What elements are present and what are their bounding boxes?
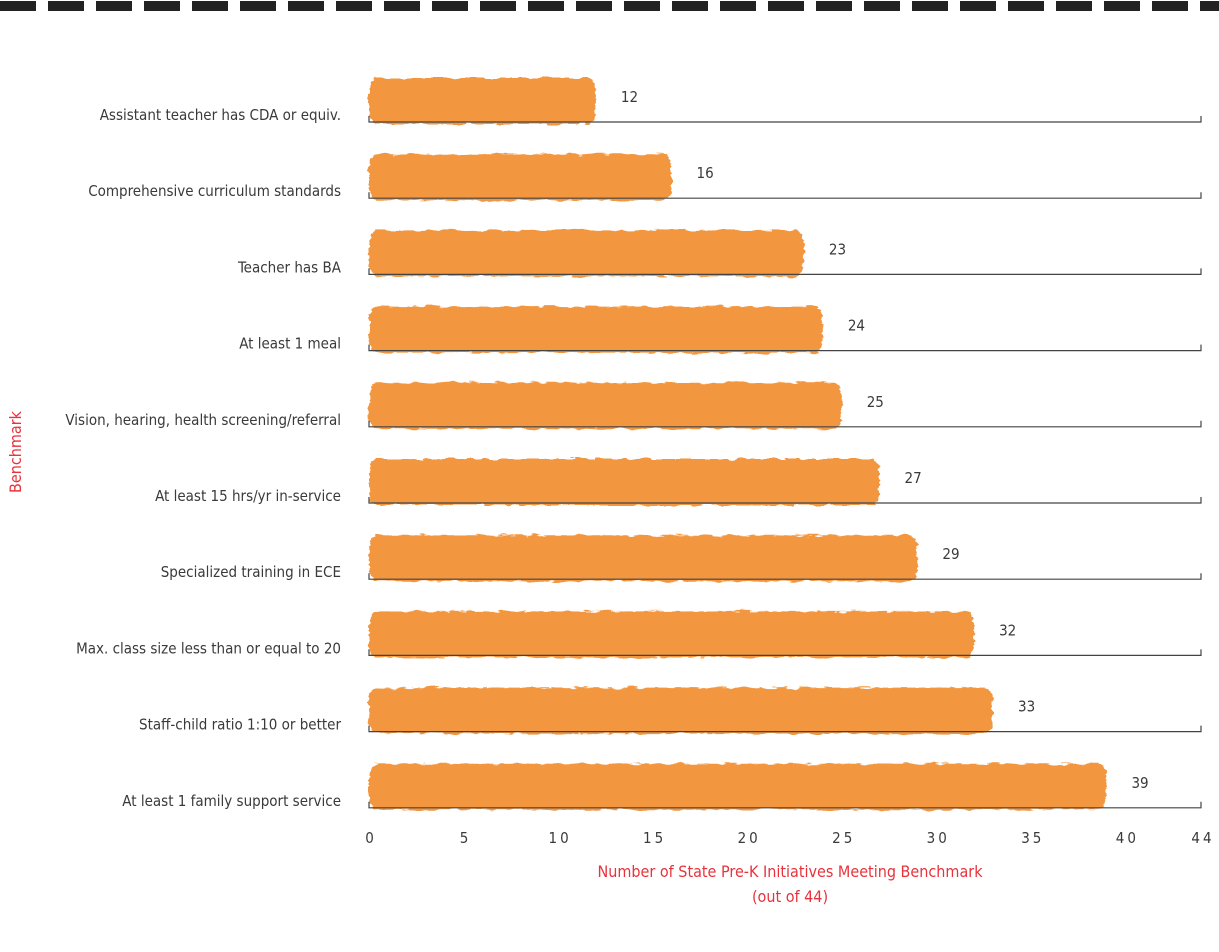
x-tick-label-1: 5 xyxy=(460,829,472,847)
bar-2 xyxy=(369,230,804,277)
value-label-7: 32 xyxy=(999,621,1016,639)
row-baseline-7 xyxy=(368,649,1202,656)
value-label-3: 24 xyxy=(848,317,865,335)
x-tick-label-3: 15 xyxy=(643,829,666,847)
bar-5 xyxy=(369,459,880,505)
x-axis-ticks: 0 5 10 15 20 25 30 35 40 44 xyxy=(365,829,1214,847)
bar-0 xyxy=(369,78,596,124)
bar-7 xyxy=(369,611,975,658)
x-tick-label-9: 44 xyxy=(1191,829,1214,847)
value-label-4: 25 xyxy=(867,393,884,411)
bar-8 xyxy=(369,687,993,734)
value-label-1: 16 xyxy=(697,164,714,182)
baselines-layer xyxy=(368,116,1202,809)
value-labels: 12 16 23 24 25 27 29 32 33 39 xyxy=(621,88,1149,792)
row-baseline-4 xyxy=(368,420,1202,428)
bars-layer xyxy=(369,78,1107,810)
x-tick-label-8: 40 xyxy=(1116,829,1139,847)
category-label-4: Vision, hearing, health screening/referr… xyxy=(65,411,341,429)
y-axis-title: Benchmark xyxy=(6,410,25,493)
x-tick-label-4: 20 xyxy=(738,829,761,847)
category-label-5: At least 15 hrs/yr in-service xyxy=(155,487,341,505)
row-baseline-5 xyxy=(368,497,1202,504)
x-tick-label-6: 30 xyxy=(927,829,950,847)
row-baseline-9 xyxy=(368,801,1202,809)
row-baseline-6 xyxy=(368,573,1202,580)
bar-3 xyxy=(369,306,823,353)
category-label-3: At least 1 meal xyxy=(239,335,341,353)
category-label-7: Max. class size less than or equal to 20 xyxy=(76,639,341,657)
x-axis-title-line-1: Number of State Pre-K Initiatives Meetin… xyxy=(597,862,983,881)
x-tick-label-5: 25 xyxy=(832,829,855,847)
category-label-1: Comprehensive curriculum standards xyxy=(88,182,341,200)
bar-4 xyxy=(369,382,842,429)
value-label-2: 23 xyxy=(829,240,846,258)
bar-6 xyxy=(369,535,918,582)
value-label-5: 27 xyxy=(905,469,922,487)
category-label-2: Teacher has BA xyxy=(237,258,342,276)
row-baseline-2 xyxy=(368,268,1202,275)
x-axis-title-line-2: (out of 44) xyxy=(752,887,828,906)
x-tick-label-7: 35 xyxy=(1021,829,1044,847)
bar-9 xyxy=(369,763,1107,810)
category-labels: Assistant teacher has CDA or equiv. Compr… xyxy=(65,106,341,810)
x-tick-label-2: 10 xyxy=(549,829,572,847)
bar-1 xyxy=(369,154,672,201)
category-label-0: Assistant teacher has CDA or equiv. xyxy=(100,106,341,124)
row-baseline-0 xyxy=(368,116,1202,123)
row-baseline-3 xyxy=(368,344,1202,352)
category-label-8: Staff-child ratio 1:10 or better xyxy=(139,716,341,734)
row-baseline-1 xyxy=(368,192,1202,199)
category-label-6: Specialized training in ECE xyxy=(161,563,341,581)
x-tick-label-0: 0 xyxy=(365,829,377,847)
value-label-6: 29 xyxy=(942,545,959,563)
value-label-8: 33 xyxy=(1018,698,1035,716)
value-label-9: 39 xyxy=(1131,774,1148,792)
row-baseline-8 xyxy=(368,725,1202,733)
category-label-9: At least 1 family support service xyxy=(122,792,341,810)
value-label-0: 12 xyxy=(621,88,638,106)
